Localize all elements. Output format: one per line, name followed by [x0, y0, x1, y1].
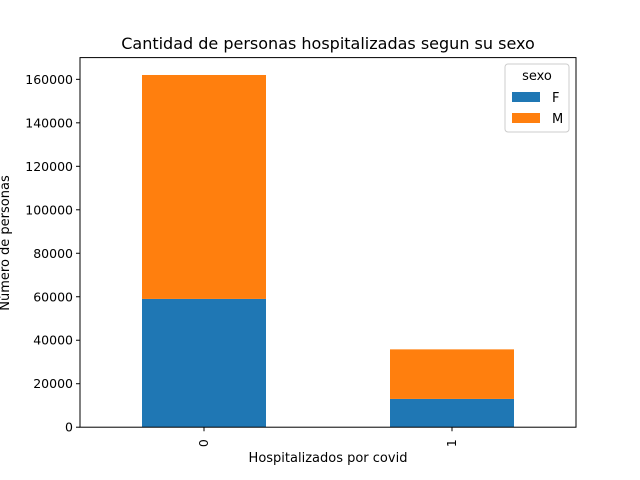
y-tick-label: 20000 [33, 376, 73, 391]
bars-group [142, 74, 514, 428]
y-tick-label: 80000 [33, 246, 73, 261]
bar-M-1 [390, 349, 514, 399]
legend-label-M: M [552, 112, 563, 127]
legend-swatch-F [512, 92, 540, 102]
y-tick-label: 0 [65, 420, 73, 435]
y-tick-label: 120000 [25, 159, 73, 174]
bar-F-0 [142, 298, 266, 428]
y-axis: 0 20000 40000 60000 80000 100000 120000 140000 1… [25, 72, 80, 435]
legend-label-F: F [552, 91, 559, 106]
x-axis-label: Hospitalizados por covid [249, 451, 408, 466]
y-tick-label: 160000 [25, 72, 73, 87]
plot-frame [79, 57, 577, 428]
legend-swatch-M [512, 113, 540, 123]
legend-title: sexo [522, 69, 552, 84]
y-axis-label: Número de personas [0, 175, 13, 311]
bar-F-1 [390, 398, 514, 428]
y-tick-label: 100000 [25, 202, 73, 217]
y-tick-label: 40000 [33, 333, 73, 348]
legend: sexo FM [504, 63, 570, 133]
x-tick-label: 0 [196, 439, 211, 447]
y-tick-label: 60000 [33, 289, 73, 304]
chart-title: Cantidad de personas hospitalizadas segu… [121, 34, 535, 53]
y-tick-label: 140000 [25, 115, 73, 130]
x-tick-label: 1 [444, 439, 459, 447]
bar-M-0 [142, 74, 266, 299]
